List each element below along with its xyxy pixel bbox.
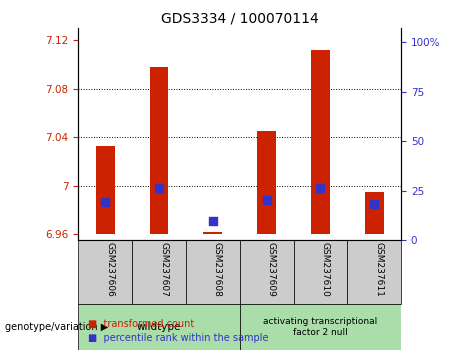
FancyBboxPatch shape bbox=[132, 240, 186, 304]
Point bbox=[371, 201, 378, 206]
FancyBboxPatch shape bbox=[186, 240, 240, 304]
Text: GSM237607: GSM237607 bbox=[159, 242, 168, 297]
Title: GDS3334 / 100070114: GDS3334 / 100070114 bbox=[161, 12, 319, 26]
Text: ■  transformed count: ■ transformed count bbox=[88, 319, 194, 329]
Text: activating transcriptional
factor 2 null: activating transcriptional factor 2 null bbox=[263, 318, 378, 337]
Bar bbox=[311, 50, 330, 234]
Point bbox=[263, 197, 270, 202]
Text: genotype/variation ▶: genotype/variation ▶ bbox=[5, 322, 108, 332]
Point bbox=[317, 185, 324, 190]
Bar bbox=[203, 232, 222, 234]
Point bbox=[155, 185, 163, 190]
Text: GSM237610: GSM237610 bbox=[320, 242, 330, 297]
Point bbox=[209, 219, 217, 224]
Text: GSM237611: GSM237611 bbox=[374, 242, 383, 297]
Text: GSM237608: GSM237608 bbox=[213, 242, 222, 297]
Text: ■  percentile rank within the sample: ■ percentile rank within the sample bbox=[88, 333, 268, 343]
Text: GSM237606: GSM237606 bbox=[105, 242, 114, 297]
FancyBboxPatch shape bbox=[240, 304, 401, 350]
Point bbox=[101, 199, 109, 205]
Bar bbox=[257, 131, 276, 234]
FancyBboxPatch shape bbox=[240, 240, 294, 304]
Bar bbox=[365, 192, 384, 234]
Bar bbox=[96, 146, 115, 234]
Bar bbox=[150, 67, 168, 234]
FancyBboxPatch shape bbox=[294, 240, 347, 304]
Text: wildtype: wildtype bbox=[137, 322, 181, 332]
FancyBboxPatch shape bbox=[78, 240, 132, 304]
FancyBboxPatch shape bbox=[78, 304, 240, 350]
Text: GSM237609: GSM237609 bbox=[266, 242, 276, 297]
FancyBboxPatch shape bbox=[347, 240, 401, 304]
